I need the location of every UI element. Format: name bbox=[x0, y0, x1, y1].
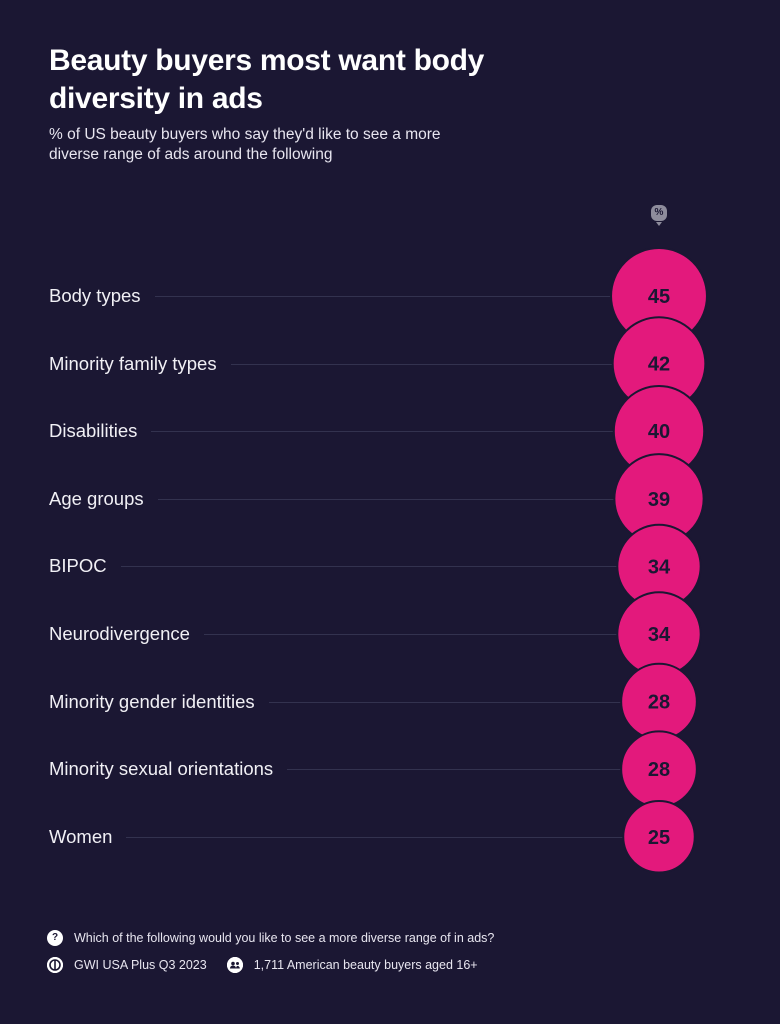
category-label: Minority sexual orientations bbox=[49, 754, 288, 785]
category-label: Age groups bbox=[49, 483, 158, 514]
source-text: GWI USA Plus Q3 2023 bbox=[74, 958, 207, 972]
chart-row: Age groups bbox=[49, 483, 709, 514]
leader-line bbox=[49, 634, 659, 635]
bubble-value: 42 bbox=[648, 354, 670, 376]
gwi-logo-icon bbox=[47, 957, 63, 973]
leader-line bbox=[49, 498, 659, 500]
bubble-value: 28 bbox=[648, 759, 670, 781]
chart-row: Minority family types bbox=[49, 348, 709, 379]
value-bubble: 28 bbox=[620, 662, 698, 741]
leader-line bbox=[49, 566, 659, 568]
category-label: Disabilities bbox=[49, 416, 152, 447]
category-label: Minority family types bbox=[49, 348, 231, 379]
chart-subtitle: % of US beauty buyers who say they'd lik… bbox=[49, 126, 441, 163]
chart-row: BIPOC bbox=[49, 551, 709, 582]
category-label: Minority gender identities bbox=[49, 686, 269, 717]
leader-line bbox=[49, 701, 659, 703]
category-label: Neurodivergence bbox=[49, 619, 204, 649]
bubble-value: 39 bbox=[648, 489, 670, 511]
question-text: Which of the following would you like to… bbox=[74, 931, 495, 945]
leader-line bbox=[49, 769, 659, 771]
bubble-value: 28 bbox=[648, 692, 670, 714]
bubble-column: 45 42 40 39 34 34 28 28 25 bbox=[610, 247, 708, 874]
chart-title: Beauty buyers most want body diversity i… bbox=[49, 44, 485, 115]
people-icon bbox=[226, 957, 243, 973]
bubble-value: 34 bbox=[648, 556, 671, 578]
leader-line bbox=[49, 431, 659, 433]
chart-row: Minority sexual orientations bbox=[49, 754, 709, 785]
chart-row: Minority gender identities bbox=[49, 686, 709, 717]
bubble-value: 45 bbox=[648, 286, 670, 308]
bubble-value: 25 bbox=[648, 827, 670, 849]
leader-line bbox=[49, 836, 659, 838]
bubble-value: 40 bbox=[648, 421, 670, 443]
audience-text: 1,711 American beauty buyers aged 16+ bbox=[253, 958, 478, 972]
value-bubble: 28 bbox=[620, 730, 698, 809]
value-bubble: 34 bbox=[616, 591, 702, 677]
category-label: Body types bbox=[49, 281, 155, 311]
category-label: BIPOC bbox=[49, 551, 121, 582]
chart-row: Disabilities bbox=[49, 416, 709, 447]
value-bubble: 45 bbox=[610, 247, 708, 345]
question-icon: ? bbox=[47, 930, 63, 946]
leader-line bbox=[49, 363, 659, 365]
category-label: Women bbox=[49, 821, 127, 852]
value-bubble: 25 bbox=[622, 800, 696, 874]
leader-line bbox=[49, 296, 659, 297]
chart-row: Women bbox=[49, 821, 709, 852]
footer-source: GWI USA Plus Q3 2023 1,711 American beau… bbox=[47, 957, 478, 973]
bubble-value: 34 bbox=[648, 624, 671, 646]
percent-unit-badge: % bbox=[651, 205, 667, 226]
value-bubble: 39 bbox=[613, 453, 705, 545]
chart-row: Neurodivergence bbox=[49, 619, 709, 649]
footer-question: ? Which of the following would you like … bbox=[47, 930, 494, 946]
chart-row: Body types bbox=[49, 281, 709, 311]
chart-rows: Body types Minority family types Disabilit… bbox=[49, 281, 709, 852]
